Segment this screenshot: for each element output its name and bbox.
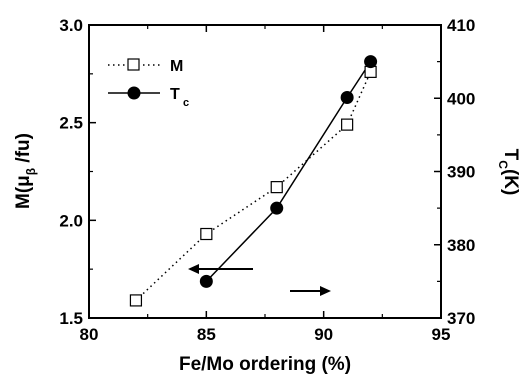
legend-item-tc: T c	[108, 86, 189, 109]
data-point-tc	[364, 55, 378, 69]
data-point-tc	[270, 201, 284, 215]
y-right-tick-label: 400	[447, 89, 475, 108]
y-right-title-main: T	[500, 149, 521, 161]
legend: M T c	[108, 58, 189, 109]
legend-label-tc-sub: c	[183, 97, 189, 109]
y-right-title-sub: C	[496, 160, 510, 169]
data-point-m	[341, 118, 354, 131]
arrow-right-annotation	[290, 286, 331, 296]
y-left-title-tail: /fu)	[13, 133, 34, 168]
plot-frame	[88, 24, 442, 319]
series-points	[129, 55, 378, 307]
x-axis-ticks: 80 85 90 95	[80, 25, 451, 344]
legend-marker-open-square	[127, 58, 140, 71]
x-tick-label: 90	[314, 325, 333, 344]
y-left-title-sub: β	[24, 168, 38, 175]
arrow-left-annotation	[188, 264, 253, 274]
data-point-m	[129, 294, 143, 307]
x-tick-label: 80	[80, 325, 99, 344]
data-point-tc	[340, 91, 354, 105]
series-line-tc	[205, 61, 372, 282]
y-left-tick-label: 2.5	[59, 114, 83, 133]
y-right-tick-label: 410	[447, 16, 475, 35]
y-left-axis-ticks: 1.5 2.0 2.5 3.0	[59, 16, 96, 328]
data-point-tc	[199, 274, 213, 288]
y-right-title-tail: (K)	[500, 169, 521, 195]
data-point-m	[270, 181, 283, 194]
legend-label-tc: T	[170, 86, 180, 103]
data-point-m	[200, 227, 213, 241]
legend-item-m: M	[108, 58, 183, 75]
y-left-tick-label: 1.5	[59, 309, 83, 328]
legend-label-m: M	[170, 58, 183, 75]
y-left-title-main: M(μ	[13, 175, 34, 209]
y-left-tick-label: 3.0	[59, 16, 83, 35]
x-axis-title: Fe/Mo ordering (%)	[179, 354, 351, 375]
y-right-tick-label: 390	[447, 163, 475, 182]
y-right-tick-label: 370	[447, 309, 475, 328]
x-tick-label: 95	[432, 325, 451, 344]
y-right-axis-title: TC(K)	[496, 149, 521, 196]
x-tick-label: 85	[197, 325, 216, 344]
y-right-tick-label: 380	[447, 236, 475, 255]
y-left-tick-label: 2.0	[59, 211, 83, 230]
y-left-axis-title: M(μβ /fu)	[13, 133, 38, 209]
series-line-m	[135, 71, 372, 301]
y-right-axis-ticks: 370 380 390 400 410	[434, 16, 475, 328]
legend-marker-filled-circle	[127, 86, 141, 100]
